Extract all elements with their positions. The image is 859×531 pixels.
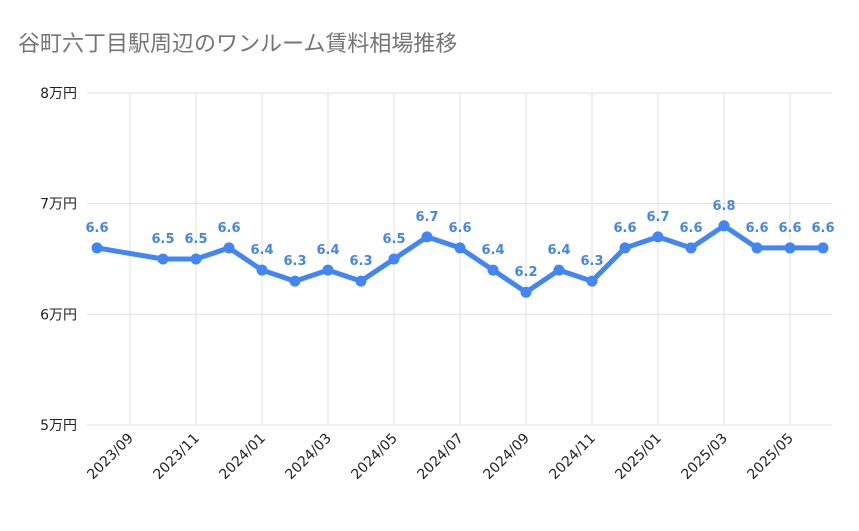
chart-title: 谷町六丁目駅周辺のワンルーム賃料相場推移 [18, 32, 458, 57]
data-point [784, 242, 796, 254]
x-tick-label: 2024/07 [414, 431, 466, 483]
data-point [289, 275, 301, 287]
x-tick-label: 2025/01 [612, 431, 664, 483]
data-label: 6.8 [712, 199, 735, 214]
data-point [322, 264, 334, 276]
data-point [817, 242, 829, 254]
data-point [91, 242, 103, 254]
data-label: 6.4 [250, 243, 273, 258]
data-point [619, 242, 631, 254]
data-label: 6.4 [481, 243, 504, 258]
data-label: 6.2 [514, 265, 537, 280]
data-label: 6.6 [745, 221, 768, 236]
data-point [520, 286, 532, 298]
data-label: 6.7 [415, 210, 438, 225]
x-tick-label: 2023/09 [84, 431, 136, 483]
data-point [421, 231, 433, 243]
data-label: 6.3 [283, 254, 306, 269]
data-label: 6.5 [151, 232, 174, 247]
data-label: 6.6 [448, 221, 471, 236]
data-point [553, 264, 565, 276]
data-label: 6.5 [382, 232, 405, 247]
data-point [190, 253, 202, 265]
data-point [751, 242, 763, 254]
data-label: 6.6 [85, 221, 108, 236]
x-tick-label: 2024/05 [348, 431, 400, 483]
data-point [157, 253, 169, 265]
x-tick-label: 2024/01 [216, 431, 268, 483]
x-tick-label: 2024/11 [546, 431, 598, 483]
data-point [685, 242, 697, 254]
data-label: 6.6 [217, 221, 240, 236]
data-label: 6.6 [811, 221, 834, 236]
data-label: 6.3 [349, 254, 372, 269]
data-label: 6.4 [316, 243, 339, 258]
data-label: 6.5 [184, 232, 207, 247]
x-tick-label: 2025/05 [744, 431, 796, 483]
data-point [256, 264, 268, 276]
series-line [94, 223, 826, 295]
data-point [355, 275, 367, 287]
data-point [223, 242, 235, 254]
y-tick-label: 7万円 [40, 197, 77, 213]
x-tick-label: 2024/09 [480, 431, 532, 483]
data-label: 6.7 [646, 210, 669, 225]
y-tick-label: 5万円 [40, 418, 77, 434]
data-point [388, 253, 400, 265]
y-tick-label: 6万円 [40, 307, 77, 323]
data-label: 6.4 [547, 243, 570, 258]
data-point [652, 231, 664, 243]
data-label: 6.6 [613, 221, 636, 236]
data-label: 6.6 [778, 221, 801, 236]
x-tick-label: 2025/03 [678, 431, 730, 483]
data-label: 6.3 [580, 254, 603, 269]
x-tick-label: 2023/11 [150, 431, 202, 483]
x-tick-label: 2024/03 [282, 431, 334, 483]
data-point [454, 242, 466, 254]
data-point [586, 275, 598, 287]
y-tick-label: 8万円 [40, 86, 77, 102]
data-point [487, 264, 499, 276]
data-point [718, 220, 730, 232]
data-label: 6.6 [679, 221, 702, 236]
